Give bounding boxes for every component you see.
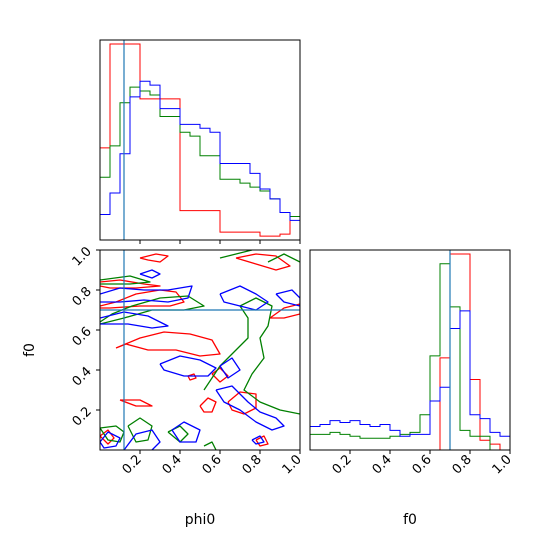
- f0-xtick-label-2: 0.6: [410, 452, 435, 477]
- contour-red-11: [100, 429, 115, 445]
- contour-green-14: [100, 275, 151, 285]
- f0-xtick-label-0: 0.2: [330, 452, 355, 477]
- contour-red-6: [199, 397, 217, 413]
- f0-xtick-label-4: 1.0: [490, 452, 515, 477]
- phi0-xtick-label-2: 0.6: [200, 452, 225, 477]
- x-axis-label-f0: f0: [403, 512, 417, 528]
- contour-red-8: [269, 303, 300, 319]
- phi0-f0-contour-panel: 0.2 0.4 0.6 0.8 1.0 0.2 0.4 0.6 0.8 1.0 phi0 f0: [22, 244, 305, 528]
- contour-green-21: [203, 441, 217, 450]
- phi0-hist-red: [100, 43, 300, 240]
- phi0-xtick-label-1: 0.4: [160, 452, 185, 477]
- f0-xtick-label-3: 0.8: [450, 452, 475, 477]
- contour-red-2: [139, 253, 169, 263]
- f0-ytick-label-3: 0.8: [70, 284, 95, 309]
- contour-frame: [99, 249, 301, 451]
- contour-green-20: [267, 253, 300, 263]
- contour-blue-29: [100, 431, 121, 449]
- f0-xtick-label-1: 0.4: [370, 452, 395, 477]
- contour-blue-26: [159, 355, 217, 377]
- phi0-xtick-label-0: 0.2: [120, 452, 145, 477]
- f0-ytick-label-4: 1.0: [70, 244, 95, 269]
- contour-green-16: [127, 417, 153, 443]
- contour-green-18: [203, 297, 300, 415]
- f0-hist-blue: [310, 310, 510, 450]
- contour-red-3: [115, 331, 221, 357]
- f0-ytick-label-2: 0.6: [70, 324, 95, 349]
- contour-blue-25: [275, 289, 300, 307]
- y-axis-label-f0: f0: [22, 343, 38, 357]
- contour-blue-27: [219, 357, 241, 379]
- x-axis-label-phi0: phi0: [185, 512, 216, 528]
- f0-ytick-label-0: 0.2: [70, 404, 95, 429]
- f0-histogram-frame: [309, 249, 511, 451]
- contour-blue-30: [123, 429, 161, 450]
- contour-red-10: [119, 399, 153, 407]
- f0-hist-green: [310, 263, 510, 450]
- contour-green-15: [100, 425, 125, 443]
- contour-red-0: [100, 289, 185, 309]
- phi0-xtick-label-4: 1.0: [280, 452, 305, 477]
- phi0-histogram-frame: [99, 39, 301, 241]
- contour-blue-23: [100, 311, 169, 329]
- f0-histogram-panel: 0.2 0.4 0.6 0.8 1.0 f0: [309, 249, 515, 528]
- contour-blue-28: [215, 385, 285, 431]
- phi0-hist-blue: [100, 80, 300, 240]
- contour-green-19: [219, 250, 253, 259]
- phi0-xtick-label-3: 0.8: [240, 452, 265, 477]
- contour-blue-24: [219, 285, 269, 311]
- f0-hist-red: [310, 253, 510, 450]
- contour-blue-31: [171, 421, 201, 443]
- contour-blue-22: [100, 285, 193, 303]
- contour-red-5: [187, 373, 197, 381]
- contour-red-9: [235, 253, 291, 271]
- contour-blue-33: [251, 435, 265, 445]
- f0-ytick-label-1: 0.4: [70, 364, 95, 389]
- contour-red-1: [100, 279, 161, 289]
- contour-blue-32: [139, 269, 161, 279]
- phi0-histogram-panel: [99, 39, 301, 244]
